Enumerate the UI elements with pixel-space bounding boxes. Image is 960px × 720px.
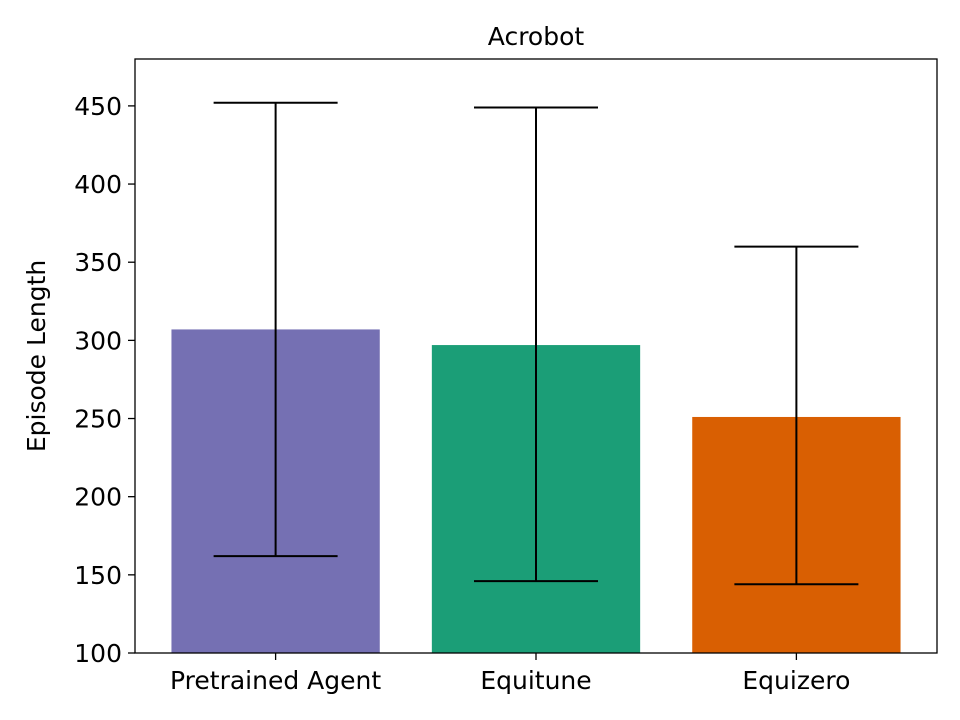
- error-bars-layer: [213, 101, 859, 586]
- x-tick-label-1: Equitune: [480, 666, 591, 695]
- y-axis-label: Episode Length: [22, 260, 51, 452]
- chart-title: Acrobot: [488, 22, 585, 51]
- x-ticks-layer: Pretrained Agent Equitune Equizero: [170, 653, 850, 695]
- x-tick-label-2: Equizero: [742, 666, 850, 695]
- y-tick-label-3: 250: [74, 405, 122, 434]
- x-tick-label-0: Pretrained Agent: [170, 666, 381, 695]
- y-ticks-layer: 100 150 200 250 300 350 400 450: [74, 92, 135, 668]
- y-tick-label-6: 400: [74, 170, 122, 199]
- y-tick-label-0: 100: [74, 639, 122, 668]
- y-tick-label-7: 450: [74, 92, 122, 121]
- y-tick-label-4: 300: [74, 326, 122, 355]
- y-tick-label-2: 200: [74, 483, 122, 512]
- y-tick-label-5: 350: [74, 248, 122, 277]
- y-tick-label-1: 150: [74, 561, 122, 590]
